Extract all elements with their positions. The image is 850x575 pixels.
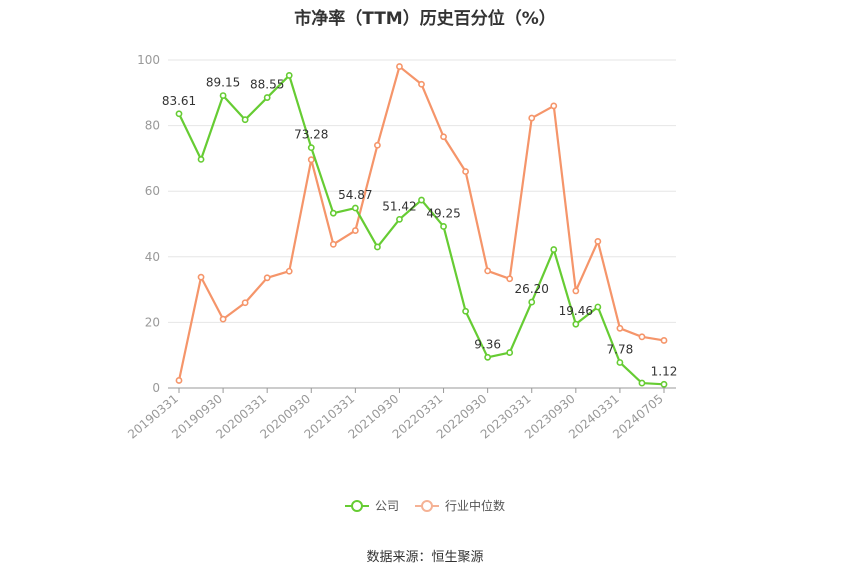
- data-point-industry-median: [440, 133, 447, 141]
- data-point-industry-median: [418, 80, 425, 88]
- data-label: 88.55: [250, 78, 284, 92]
- data-point-company: [329, 209, 337, 217]
- data-point-industry-median: [462, 168, 469, 175]
- y-tick-label: 20: [145, 315, 160, 329]
- data-label: 83.61: [162, 94, 196, 108]
- data-point-industry-median: [175, 377, 183, 384]
- data-label: 1.12: [651, 364, 678, 378]
- y-tick-label: 0: [152, 381, 160, 395]
- data-point-industry-median: [307, 156, 315, 164]
- data-label: 89.15: [206, 76, 240, 90]
- series-line-company: [178, 74, 665, 386]
- data-point-industry-median: [616, 324, 624, 332]
- data-label: 9.36: [474, 337, 501, 351]
- legend-item-industry-median[interactable]: 行业中位数: [415, 497, 505, 514]
- data-point-company: [197, 155, 205, 163]
- data-point-company: [374, 243, 381, 251]
- y-tick-label: 60: [145, 184, 160, 198]
- data-label: 7.78: [607, 342, 634, 356]
- data-point-industry-median: [219, 315, 227, 323]
- data-point-industry-median: [197, 273, 205, 281]
- data-point-industry-median: [484, 267, 492, 275]
- y-tick-label: 100: [137, 53, 160, 67]
- data-point-company: [219, 92, 227, 99]
- data-point-company: [263, 94, 271, 101]
- data-point-industry-median: [351, 227, 359, 234]
- data-point-company: [241, 116, 249, 124]
- data-label: 19.46: [559, 304, 593, 318]
- data-point-industry-median: [396, 63, 403, 70]
- data-point-company: [638, 379, 646, 387]
- data-point-industry-median: [594, 237, 602, 245]
- data-point-industry-median: [638, 333, 646, 341]
- data-point-industry-median: [660, 337, 668, 344]
- data-point-industry-median: [263, 274, 271, 282]
- data-point-company: [351, 204, 359, 212]
- data-label: 51.42: [382, 199, 416, 213]
- source-note: 数据来源：恒生聚源: [366, 550, 484, 565]
- data-point-company: [440, 223, 447, 230]
- data-point-company: [418, 196, 425, 204]
- data-label: 54.87: [338, 188, 372, 202]
- data-point-industry-median: [329, 240, 337, 248]
- data-point-company: [307, 144, 315, 152]
- data-point-industry-median: [506, 275, 514, 283]
- data-label: 73.28: [294, 128, 328, 142]
- legend-marker-company-icon: [344, 499, 369, 513]
- data-point-company: [594, 303, 602, 311]
- chart-title: 市净率（TTM）历史百分位（%）: [294, 9, 556, 29]
- data-point-company: [660, 380, 668, 388]
- data-point-industry-median: [550, 102, 558, 110]
- data-point-company: [484, 353, 492, 361]
- data-point-company: [462, 307, 469, 315]
- legend-label-company: 公司: [374, 499, 399, 513]
- data-point-company: [572, 320, 580, 328]
- data-point-industry-median: [528, 114, 536, 122]
- legend-marker-industry-icon: [415, 499, 439, 513]
- y-tick-label: 40: [145, 250, 160, 264]
- y-tick-label: 80: [145, 119, 160, 133]
- data-point-company: [396, 215, 403, 223]
- data-point-company: [285, 72, 293, 79]
- legend-label-industry-median: 行业中位数: [445, 499, 506, 513]
- data-point-industry-median: [241, 299, 249, 307]
- legend: 公司 行业中位数: [0, 497, 850, 514]
- data-point-company: [550, 246, 558, 253]
- data-point-company: [616, 359, 624, 366]
- data-point-company: [528, 298, 536, 306]
- data-label: 49.25: [426, 206, 460, 220]
- data-point-company: [175, 110, 183, 118]
- data-point-company: [506, 349, 514, 356]
- data-point-industry-median: [374, 141, 381, 149]
- data-point-industry-median: [572, 287, 580, 295]
- data-point-industry-median: [285, 267, 293, 275]
- legend-item-company[interactable]: 公司: [344, 497, 399, 514]
- data-label: 26.20: [515, 282, 549, 296]
